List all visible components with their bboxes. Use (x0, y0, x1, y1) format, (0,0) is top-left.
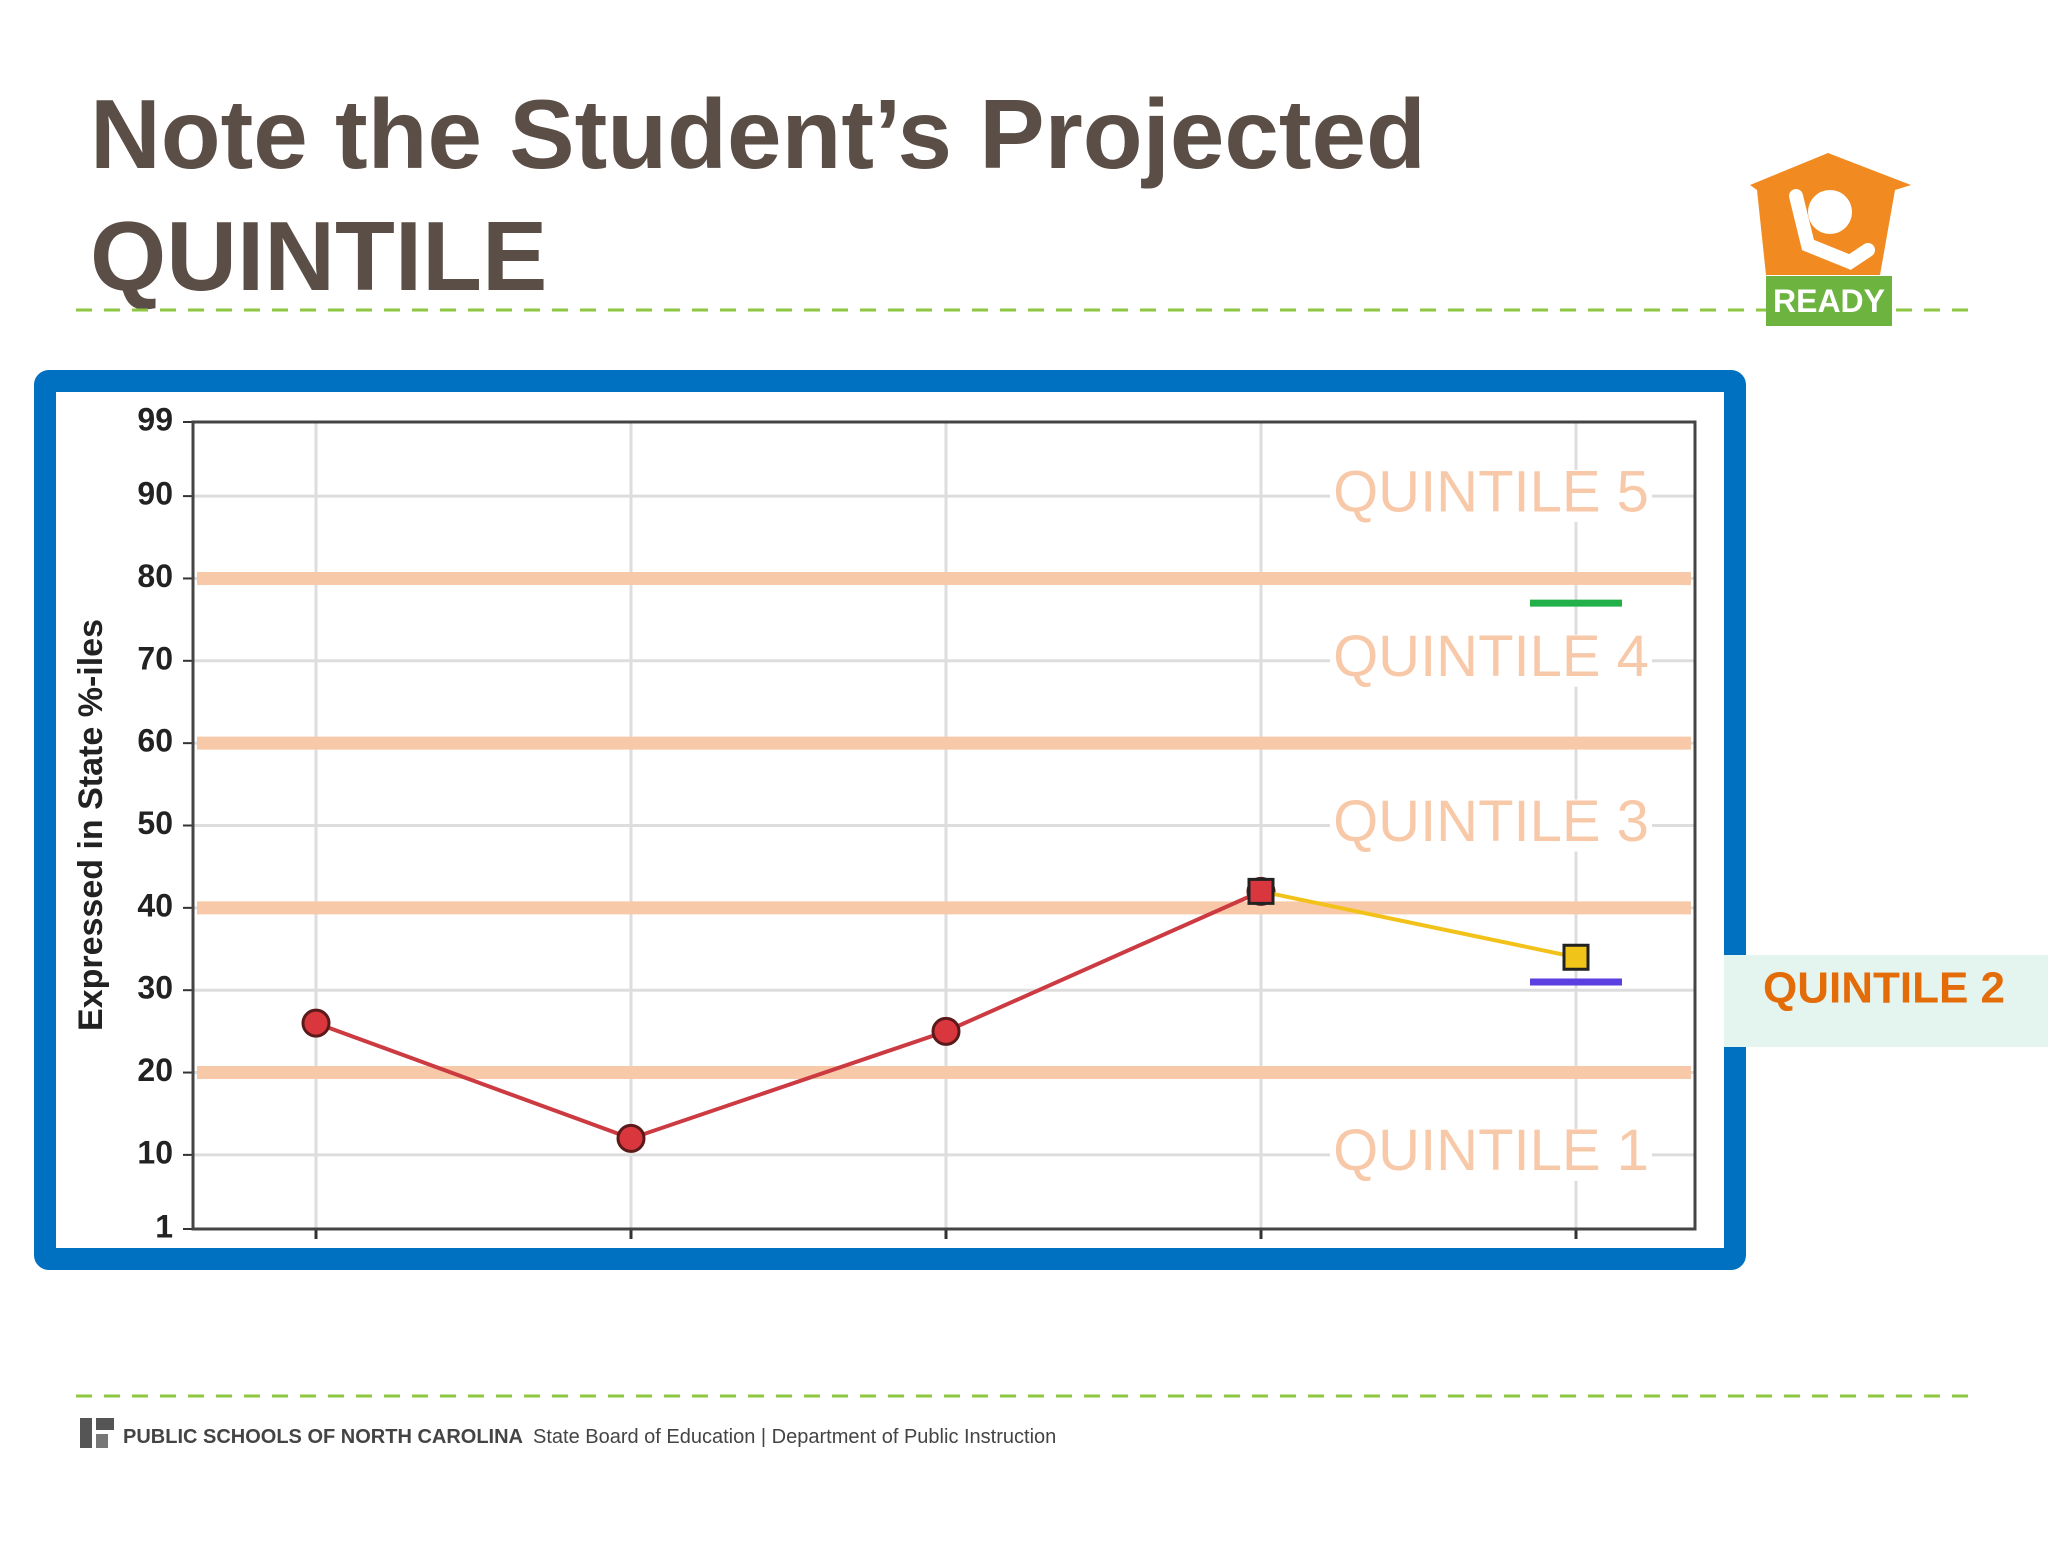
y-tick-label: 50 (137, 805, 173, 841)
point (616, 1123, 646, 1153)
annotation-bg (1330, 470, 1652, 523)
y-tick-label: 70 (137, 640, 173, 676)
y-tick-label: 60 (137, 723, 173, 759)
y-axis-label: Expressed in State %-iles (72, 619, 110, 1031)
footer-text: State Board of Education | Department of… (533, 1426, 1056, 1448)
y-tick-label: 80 (137, 558, 173, 594)
series-line (1260, 889, 1577, 960)
y-tick-label: 1 (155, 1208, 173, 1244)
point (301, 1008, 331, 1038)
footer-logo (80, 1418, 114, 1448)
annotation-bg (1330, 1128, 1652, 1181)
y-tick-label: 99 (137, 401, 173, 437)
y-tick-label: 20 (137, 1052, 173, 1088)
callout: QUINTILE 2 (1763, 964, 2005, 1013)
footer-org: PUBLIC SCHOOLS OF NORTH CAROLINA (123, 1426, 523, 1448)
quintile-label: QUINTILE 3 (1333, 789, 1649, 854)
chart-frame (34, 370, 1746, 1270)
quintile-label: QUINTILE 1 (1333, 1118, 1649, 1183)
annotation-bg (1330, 634, 1652, 687)
title-line: QUINTILE (90, 201, 547, 311)
y-tick-label: 10 (137, 1134, 173, 1170)
quintile-label: QUINTILE 4 (1333, 624, 1649, 689)
annotation-bg (1330, 799, 1652, 852)
series-line (315, 889, 1262, 1141)
logo: READY (1750, 153, 1911, 326)
point (1247, 877, 1275, 905)
chart: 1 10 20 30 40 50 60 70 80 90 99 QUINTILE 5 QUINTILE … (72, 401, 1697, 1244)
point (931, 1016, 961, 1046)
quintile-label: QUINTILE 5 (1333, 459, 1649, 524)
y-tick-label: 30 (137, 970, 173, 1006)
point (1562, 943, 1590, 971)
title-line: Note the Student’s Projected (90, 79, 1426, 189)
callout-box (1724, 955, 2048, 1047)
logo-text: READY (1773, 283, 1885, 319)
y-tick-label: 40 (137, 887, 173, 923)
y-tick-label: 90 (137, 476, 173, 512)
plot-border (191, 420, 1697, 1231)
